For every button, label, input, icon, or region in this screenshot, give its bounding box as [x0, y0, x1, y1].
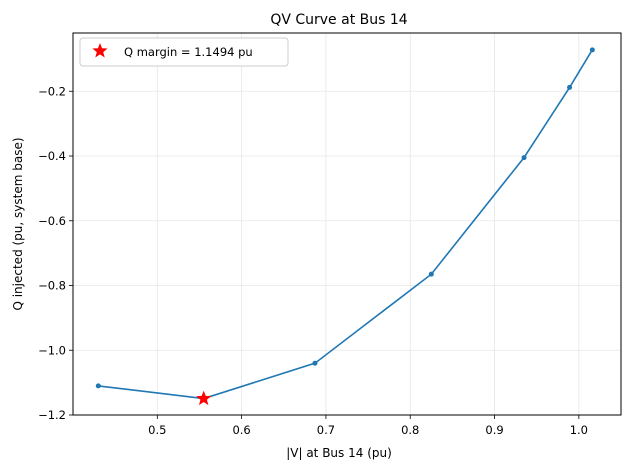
legend-star-marker — [92, 43, 108, 58]
grid — [73, 33, 621, 416]
y-tick-label: −0.6 — [38, 214, 66, 228]
legend: Q margin = 1.1494 pu — [79, 37, 289, 67]
axis-ticks: 0.5 0.6 0.7 0.8 0.9 1.0 −1.2 −1.0 −0.8 −0.6 −0.4 −0… — [38, 84, 588, 437]
y-tick-label: −1.2 — [38, 408, 66, 422]
x-tick-label: 1.0 — [570, 423, 588, 437]
series-layer — [95, 47, 595, 406]
y-tick-label: −0.8 — [38, 279, 66, 293]
legend-label: Q margin = 1.1494 pu — [124, 45, 253, 59]
chart-title: QV Curve at Bus 14 — [270, 12, 407, 28]
series-line — [98, 49, 593, 400]
data-point — [589, 47, 595, 53]
x-tick-label: 0.6 — [232, 423, 250, 437]
x-tick-label: 0.9 — [485, 423, 503, 437]
y-axis-label: Q injected (pu, system base) — [11, 137, 25, 310]
data-point — [521, 155, 527, 161]
y-tick-label: −0.4 — [38, 149, 66, 163]
x-tick-label: 0.8 — [401, 423, 419, 437]
y-tick-label: −0.2 — [38, 84, 66, 98]
data-point — [312, 360, 318, 366]
x-axis-label: |V| at Bus 14 (pu) — [286, 446, 392, 460]
data-point — [567, 84, 573, 90]
plot-area-frame — [72, 32, 622, 416]
x-tick-label: 0.7 — [317, 423, 335, 437]
data-point — [95, 383, 101, 389]
x-tick-label: 0.5 — [148, 423, 166, 437]
legend-box — [79, 37, 289, 67]
y-tick-label: −1.0 — [38, 343, 66, 357]
data-point — [428, 271, 434, 277]
q-margin-star-marker — [196, 390, 212, 406]
